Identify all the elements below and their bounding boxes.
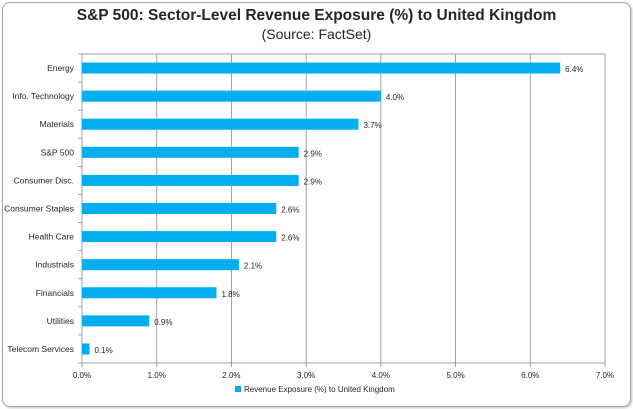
data-label: 0.9% bbox=[154, 318, 172, 327]
data-label: 0.1% bbox=[94, 346, 112, 355]
category-label: Info. Technology bbox=[12, 91, 74, 101]
bar bbox=[82, 203, 277, 214]
x-tick-label: 3.0% bbox=[297, 371, 315, 380]
data-label: 2.6% bbox=[281, 206, 299, 215]
category-label: Telecom Services bbox=[7, 344, 74, 354]
bar bbox=[82, 118, 359, 130]
category-label: Consumer Disc. bbox=[14, 175, 74, 185]
category-label: Utilities bbox=[47, 316, 74, 326]
category-label: Consumer Staples bbox=[4, 204, 74, 214]
data-label: 2.9% bbox=[304, 177, 322, 186]
bar bbox=[82, 287, 217, 299]
data-label: 2.9% bbox=[304, 149, 322, 158]
data-label: 1.8% bbox=[221, 290, 239, 299]
chart-subtitle: (Source: FactSet) bbox=[261, 26, 372, 42]
x-tick-label: 2.0% bbox=[222, 371, 240, 380]
data-label: 2.6% bbox=[281, 234, 299, 243]
bar bbox=[82, 231, 277, 243]
x-tick-label: 0.0% bbox=[73, 371, 91, 380]
x-tick-label: 1.0% bbox=[148, 371, 166, 380]
x-tick-label: 7.0% bbox=[596, 371, 614, 380]
x-tick-label: 6.0% bbox=[521, 371, 539, 380]
category-label: Materials bbox=[40, 119, 74, 129]
data-label: 3.7% bbox=[363, 121, 381, 130]
category-label: Financials bbox=[36, 288, 74, 298]
legend-swatch bbox=[235, 386, 241, 392]
legend-label: Revenue Exposure (%) to United Kingdom bbox=[244, 385, 395, 394]
bar bbox=[82, 259, 239, 271]
category-label: S&P 500 bbox=[41, 147, 75, 157]
category-label: Industrials bbox=[35, 260, 74, 270]
bar bbox=[82, 146, 299, 158]
chart-title: S&P 500: Sector-Level Revenue Exposure (… bbox=[76, 7, 557, 24]
data-label: 2.1% bbox=[244, 262, 262, 271]
bar bbox=[82, 174, 299, 186]
bar bbox=[82, 315, 150, 327]
category-label: Energy bbox=[47, 63, 75, 73]
bar bbox=[82, 90, 381, 102]
bar bbox=[82, 343, 90, 355]
bar bbox=[82, 62, 561, 74]
x-tick-label: 4.0% bbox=[372, 371, 390, 380]
x-tick-label: 5.0% bbox=[446, 371, 464, 380]
data-label: 6.4% bbox=[565, 65, 583, 74]
data-label: 4.0% bbox=[386, 93, 404, 102]
category-label: Health Care bbox=[29, 232, 75, 242]
